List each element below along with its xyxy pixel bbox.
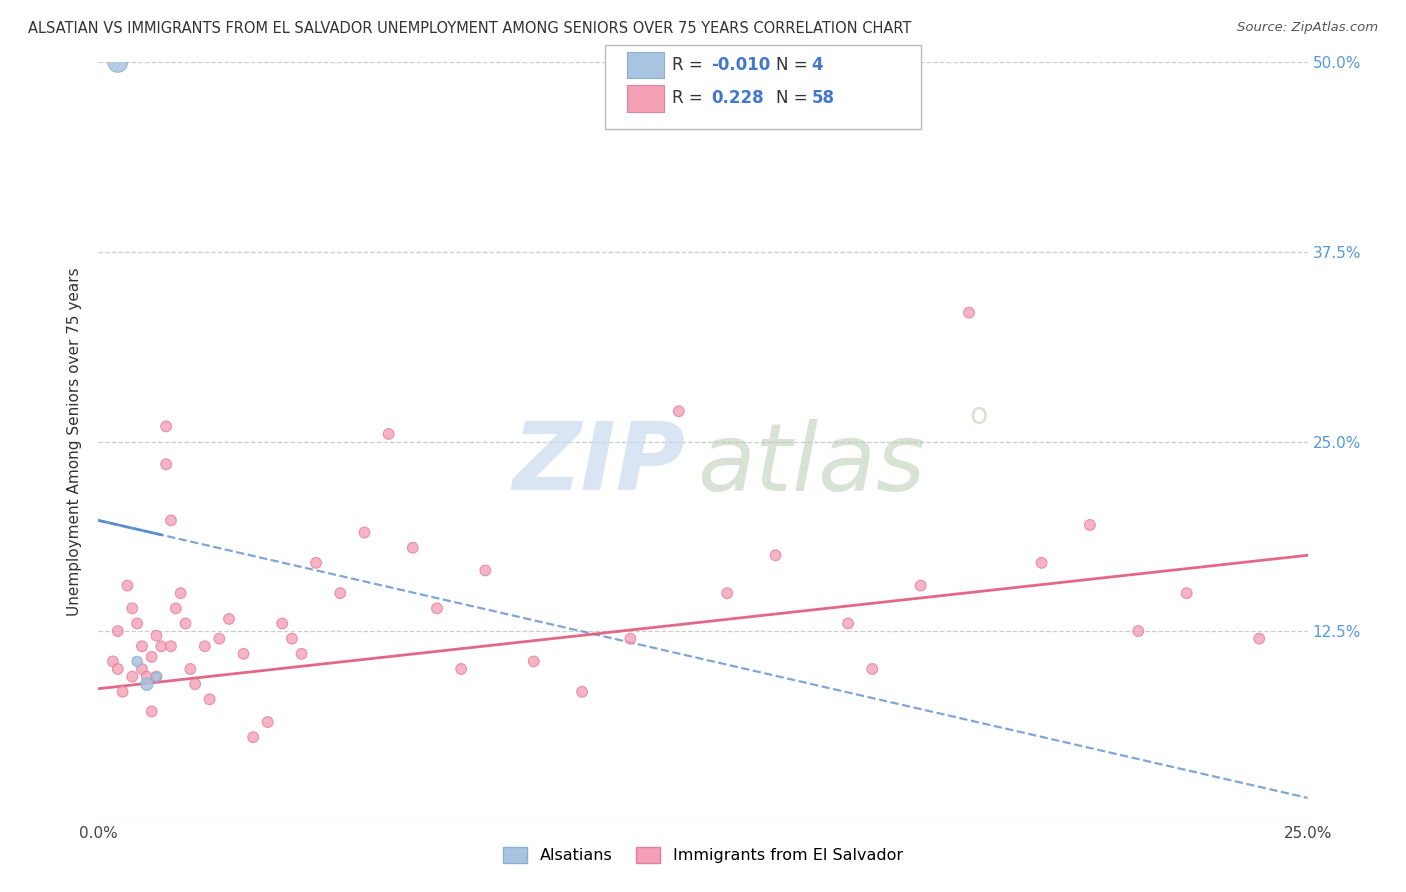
Point — [668, 404, 690, 418]
Point — [150, 639, 173, 653]
Point — [1078, 517, 1101, 532]
Point — [523, 655, 546, 669]
Point — [837, 616, 859, 631]
Point — [135, 677, 157, 691]
Point — [329, 586, 352, 600]
Text: Source: ZipAtlas.com: Source: ZipAtlas.com — [1237, 21, 1378, 34]
Point — [305, 556, 328, 570]
Point — [474, 564, 496, 578]
Point — [426, 601, 449, 615]
Point — [256, 715, 278, 730]
Point — [127, 655, 149, 669]
Point — [450, 662, 472, 676]
Point — [169, 586, 191, 600]
Legend: Alsatians, Immigrants from El Salvador: Alsatians, Immigrants from El Salvador — [496, 840, 910, 870]
Point — [1175, 586, 1198, 600]
Point — [860, 662, 883, 676]
Point — [716, 586, 738, 600]
Text: 4: 4 — [811, 56, 823, 74]
Point — [160, 639, 183, 653]
Point — [107, 55, 129, 70]
Point — [131, 639, 153, 653]
Point — [290, 647, 312, 661]
Text: 58: 58 — [811, 89, 834, 107]
Point — [179, 662, 201, 676]
Y-axis label: Unemployment Among Seniors over 75 years: Unemployment Among Seniors over 75 years — [67, 268, 83, 615]
Point — [121, 669, 143, 683]
Point — [131, 662, 153, 676]
Text: N =: N = — [776, 56, 813, 74]
Point — [121, 601, 143, 615]
Text: o: o — [969, 401, 987, 430]
Point — [141, 649, 163, 664]
Point — [155, 419, 177, 434]
Text: R =: R = — [672, 56, 709, 74]
Point — [145, 669, 167, 683]
Point — [198, 692, 221, 706]
Text: R =: R = — [672, 89, 709, 107]
Point — [910, 579, 932, 593]
Point — [402, 541, 425, 555]
Point — [135, 669, 157, 683]
Point — [1128, 624, 1150, 639]
Text: -0.010: -0.010 — [711, 56, 770, 74]
Point — [1249, 632, 1271, 646]
Point — [184, 677, 207, 691]
Point — [1031, 556, 1053, 570]
Point — [111, 685, 134, 699]
Point — [127, 616, 149, 631]
Point — [208, 632, 231, 646]
Point — [174, 616, 197, 631]
Text: 0.228: 0.228 — [711, 89, 763, 107]
Point — [107, 624, 129, 639]
Point — [165, 601, 187, 615]
Text: ZIP: ZIP — [512, 418, 685, 510]
Point — [141, 705, 163, 719]
Point — [271, 616, 294, 631]
Point — [281, 632, 304, 646]
Point — [160, 513, 183, 527]
Point — [101, 655, 124, 669]
Text: N =: N = — [776, 89, 813, 107]
Point — [145, 669, 167, 683]
Point — [145, 629, 167, 643]
Point — [571, 685, 593, 699]
Point — [353, 525, 375, 540]
Point — [957, 305, 980, 319]
Point — [218, 612, 240, 626]
Text: ALSATIAN VS IMMIGRANTS FROM EL SALVADOR UNEMPLOYMENT AMONG SENIORS OVER 75 YEARS: ALSATIAN VS IMMIGRANTS FROM EL SALVADOR … — [28, 21, 911, 36]
Point — [107, 662, 129, 676]
Point — [242, 730, 264, 744]
Point — [377, 427, 399, 442]
Point — [232, 647, 254, 661]
Text: atlas: atlas — [697, 418, 925, 510]
Point — [194, 639, 217, 653]
Point — [117, 579, 139, 593]
Point — [765, 548, 787, 563]
Point — [155, 458, 177, 472]
Point — [619, 632, 641, 646]
